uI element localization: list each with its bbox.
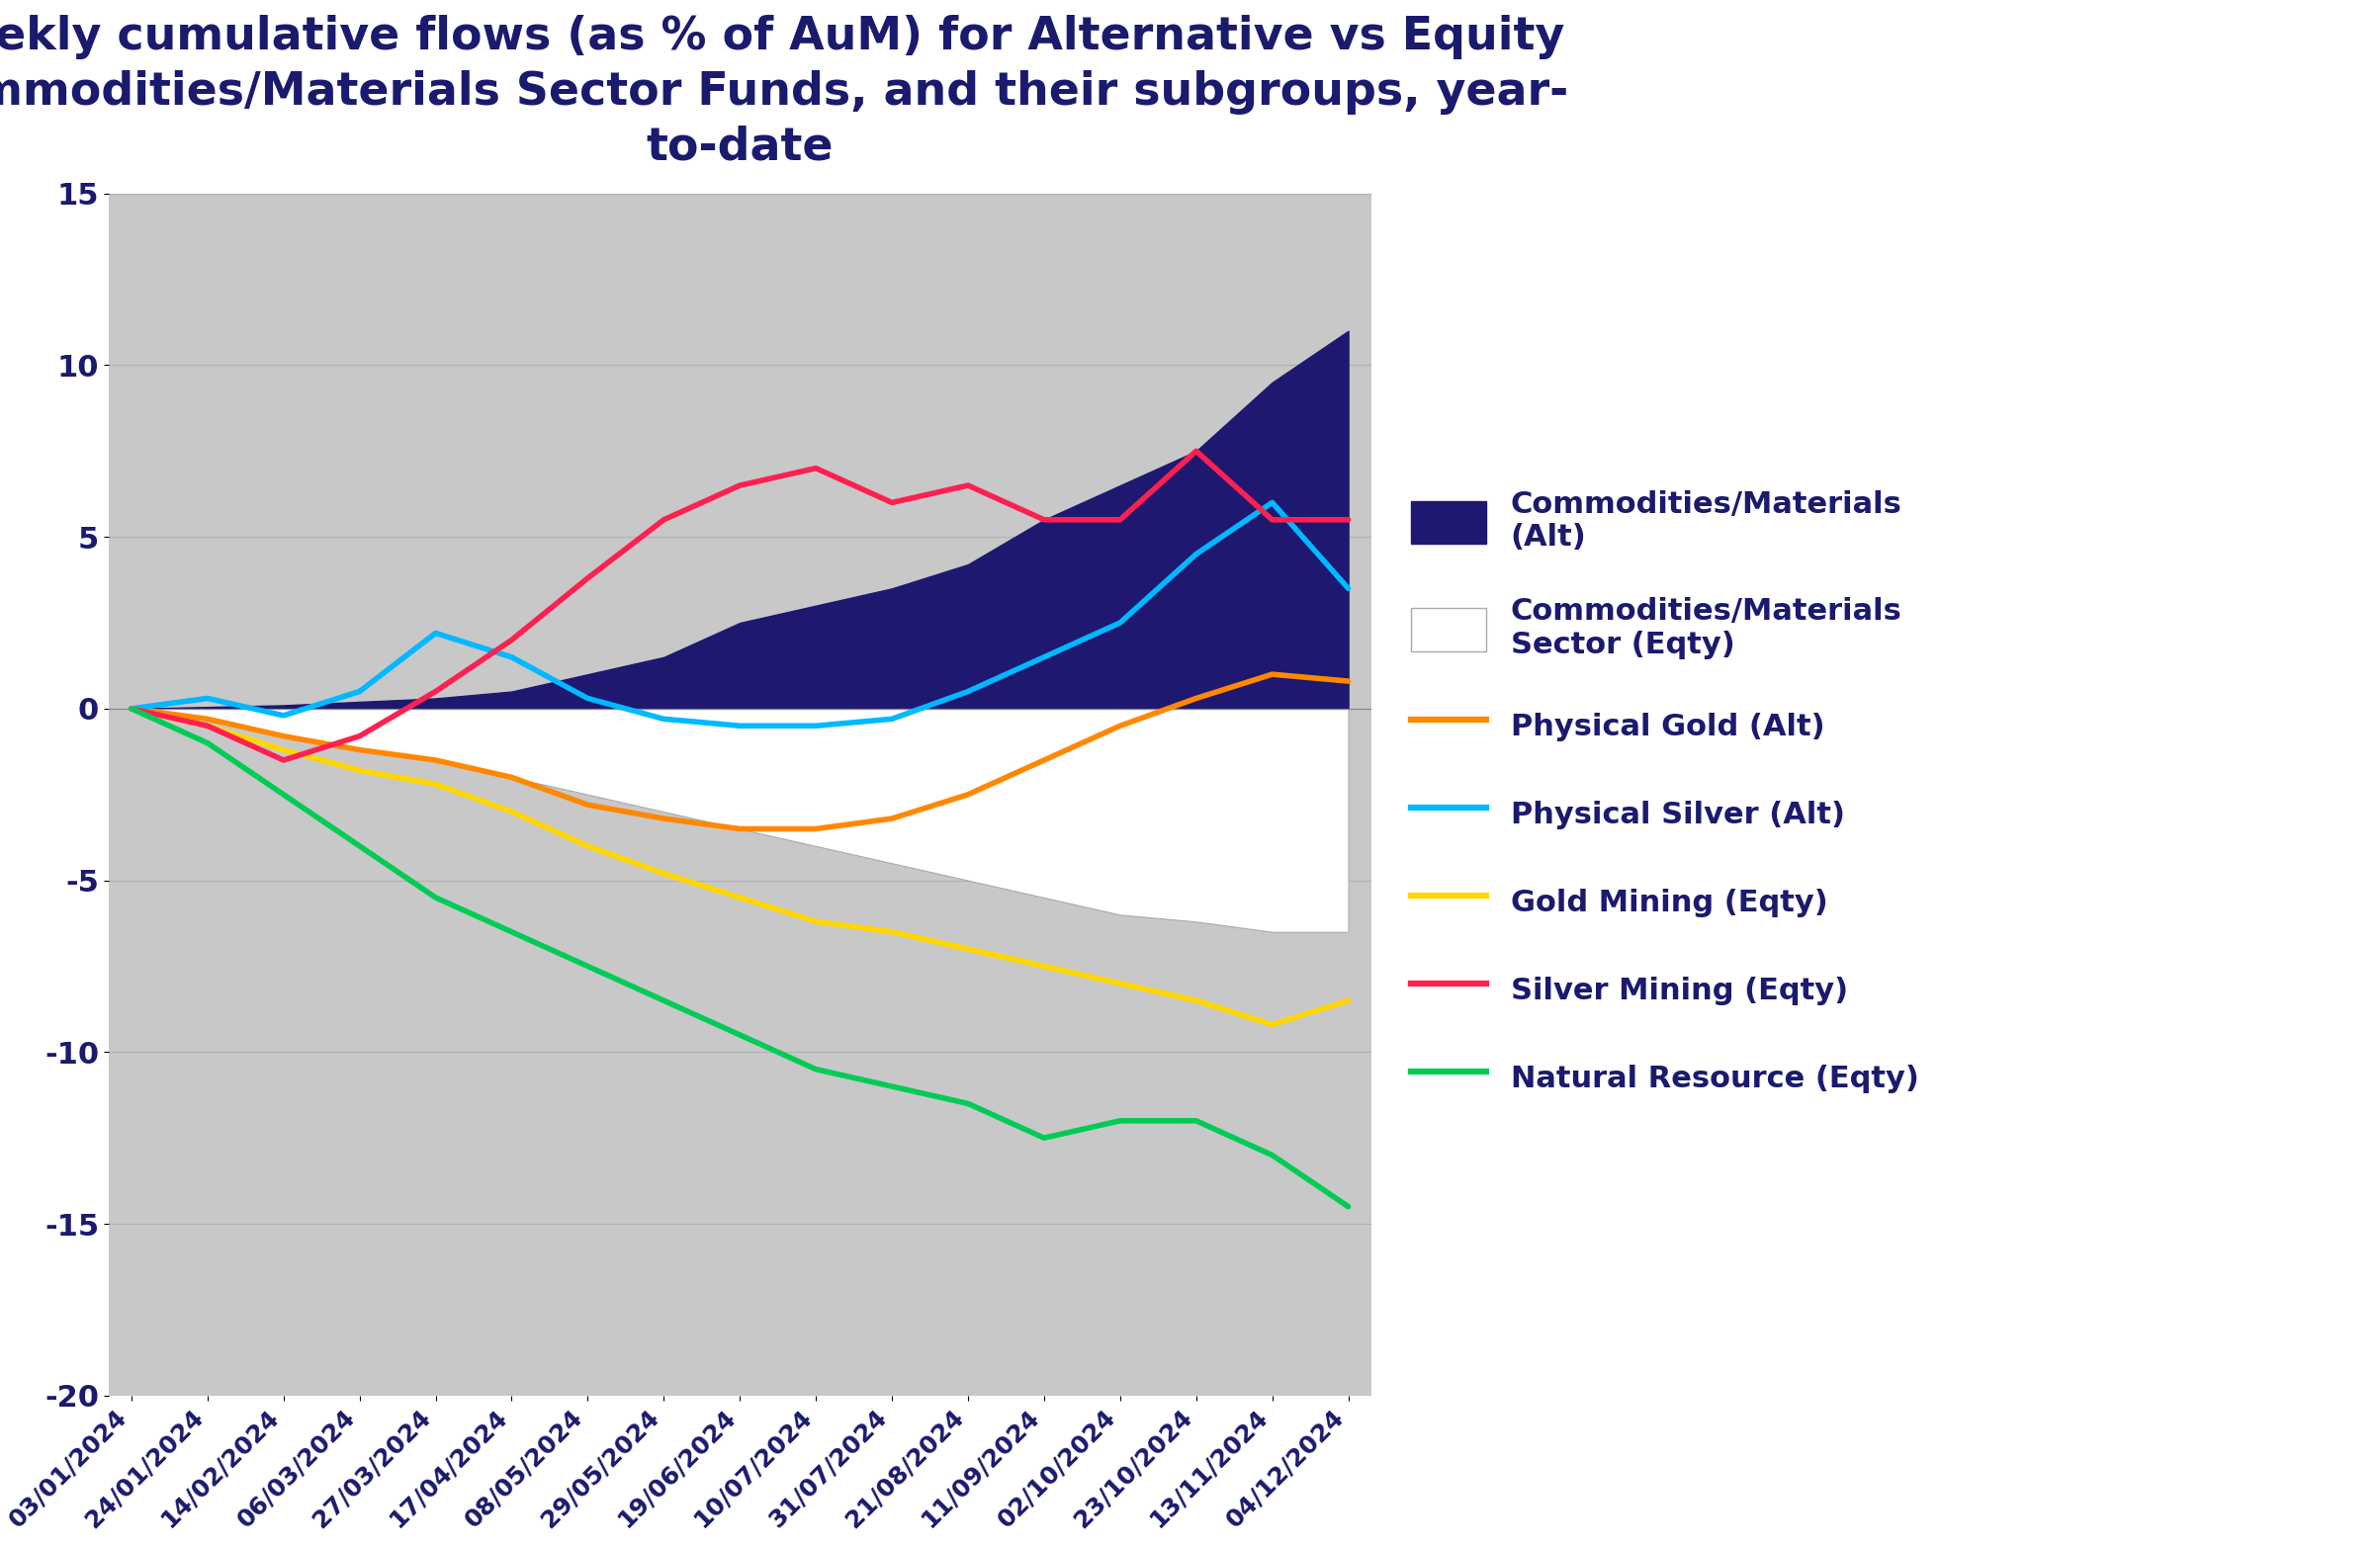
Legend: Commodities/Materials
(Alt), Commodities/Materials
Sector (Eqty), Physical Gold : Commodities/Materials (Alt), Commodities… [1399,478,1930,1111]
Title: Weekly cumulative flows (as % of AuM) for Alternative vs Equity
Commodities/Mate: Weekly cumulative flows (as % of AuM) fo… [0,15,1568,169]
